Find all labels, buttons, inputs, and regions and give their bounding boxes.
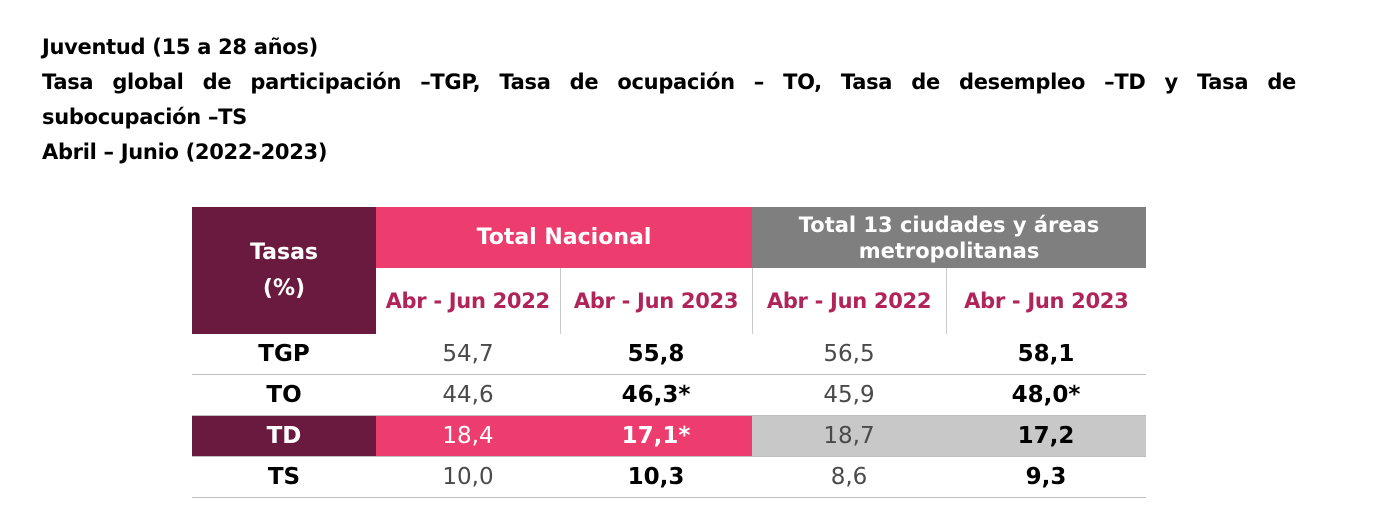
header-tasas: Tasas (%) [192, 207, 376, 334]
document-title-block: Juventud (15 a 28 años) Tasa global de p… [42, 30, 1296, 170]
header-period: Abr - Jun 2022 [751, 268, 947, 334]
cell-value: 45,9 [752, 374, 947, 416]
cell-value: 56,5 [752, 334, 947, 375]
row-label: TGP [192, 334, 376, 375]
title-indicators-cont: subocupación –TS [42, 105, 247, 129]
cell-value: 18,4 [376, 415, 560, 457]
table-row-td: TD 18,4 17,1* 18,7 17,2 [192, 415, 1147, 457]
table-row-to: TO 44,6 46,3* 45,9 48,0* [192, 374, 1147, 416]
header-period: Abr - Jun 2023 [559, 268, 753, 334]
table-row-ts: TS 10,0 10,3 8,6 9,3 [192, 456, 1147, 498]
cell-value: 44,6 [376, 374, 560, 416]
title-period: Abril – Junio (2022-2023) [42, 140, 328, 164]
cell-value: 8,6 [752, 456, 947, 498]
header-total-nacional: Total Nacional [376, 207, 753, 268]
cell-value: 10,3 [560, 456, 753, 498]
labor-rates-table: Tasas (%) Total Nacional Total 13 ciudad… [192, 207, 1147, 498]
row-label: TO [192, 374, 376, 416]
title-population: Juventud (15 a 28 años) [42, 35, 318, 59]
cell-value: 10,0 [376, 456, 560, 498]
row-label: TD [192, 415, 376, 457]
cell-value: 55,8 [560, 334, 753, 375]
header-tasas-label: Tasas [249, 239, 319, 265]
table-row-tgp: TGP 54,7 55,8 56,5 58,1 [192, 334, 1147, 375]
header-13-ciudades-line2: metropolitanas [858, 238, 1040, 263]
header-13-ciudades: Total 13 ciudades y áreas metropolitanas [752, 207, 1147, 268]
cell-value: 58,1 [946, 334, 1147, 375]
row-label: TS [192, 456, 376, 498]
header-period: Abr - Jun 2023 [945, 268, 1147, 334]
cell-value: 54,7 [376, 334, 560, 375]
cell-value: 9,3 [946, 456, 1147, 498]
cell-value: 18,7 [752, 415, 947, 457]
cell-value: 17,1* [560, 415, 753, 457]
cell-value: 46,3* [560, 374, 753, 416]
header-period: Abr - Jun 2022 [385, 289, 551, 313]
title-indicators: Tasa global de participación –TGP, Tasa … [42, 70, 1296, 94]
cell-value: 48,0* [946, 374, 1147, 416]
cell-value: 17,2 [946, 415, 1147, 457]
header-13-ciudades-line1: Total 13 ciudades y áreas [798, 212, 1100, 237]
header-tasas-unit: (%) [262, 275, 306, 301]
